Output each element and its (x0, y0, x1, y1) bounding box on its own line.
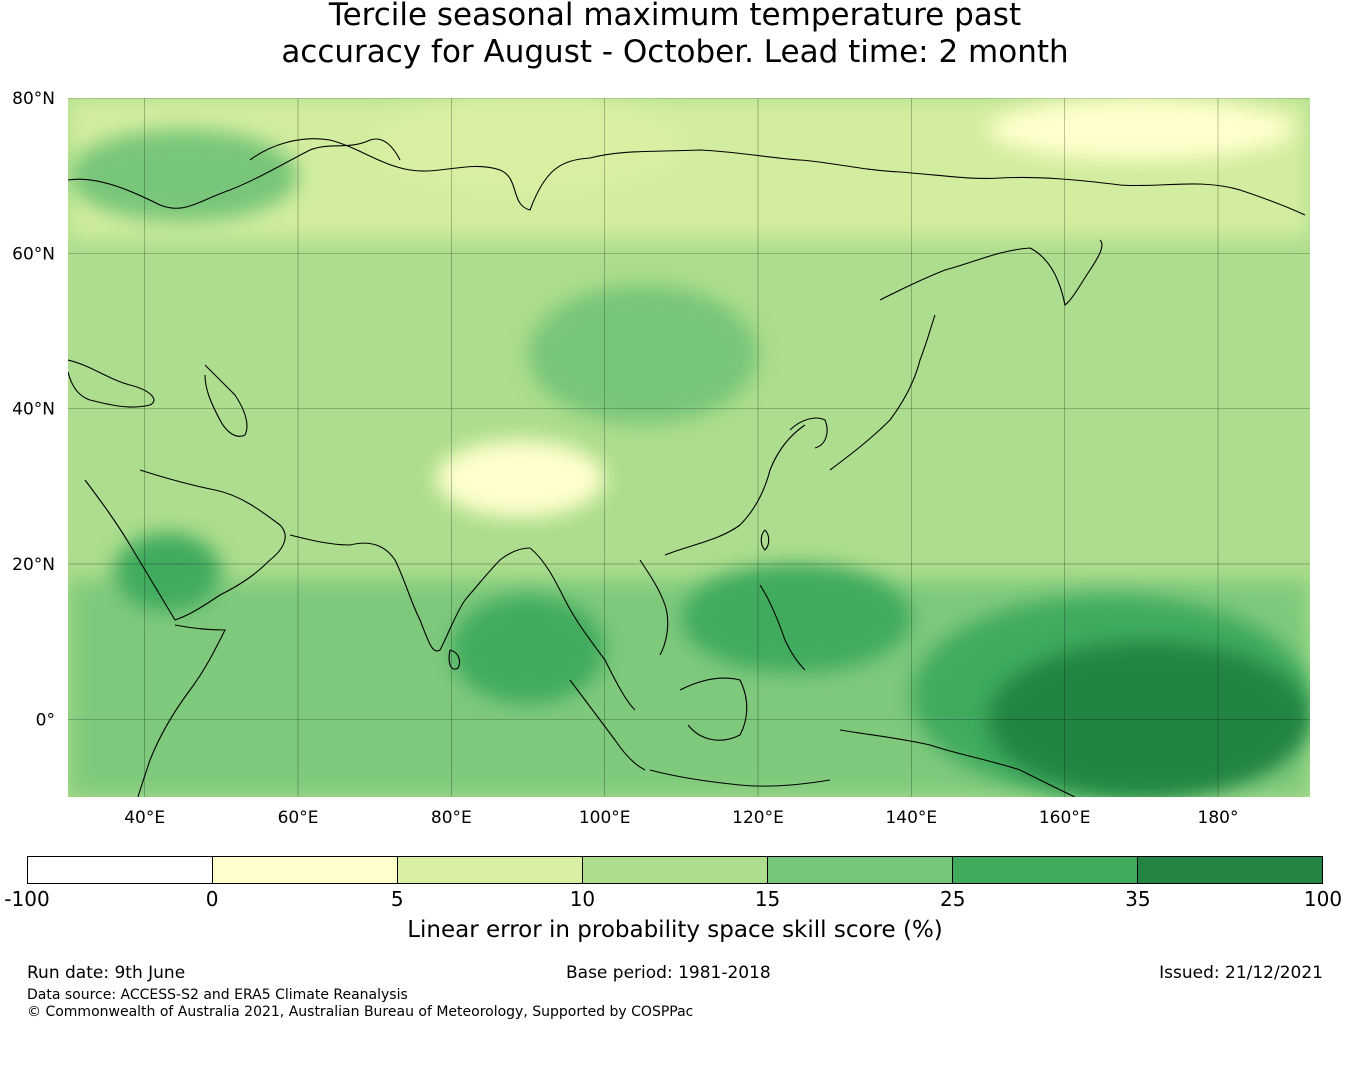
lat-label: 0° (36, 710, 55, 730)
map-title-line-1: Tercile seasonal maximum temperature pas… (328, 0, 1022, 33)
map-region-6 (451, 595, 605, 704)
lon-label: 100°E (579, 808, 631, 828)
colorbar-tick-label: 35 (1125, 887, 1151, 911)
colorbar (27, 856, 1323, 884)
map-region-2 (528, 284, 758, 425)
base-period: Base period: 1981-2018 (566, 963, 771, 983)
lon-label: 40°E (124, 808, 165, 828)
colorbar-tick-label: 0 (205, 887, 219, 911)
colorbar-segment (1138, 857, 1322, 883)
map-title-line-2: accuracy for August - October. Lead time… (281, 34, 1069, 70)
lat-label: 80°N (12, 89, 55, 109)
run-date: Run date: 9th June (27, 963, 186, 983)
map-region-1 (68, 129, 298, 223)
lon-label: 180° (1198, 808, 1239, 828)
map-region-5 (988, 641, 1310, 797)
colorbar-segment (953, 857, 1138, 883)
map-canvas: 80°N 60°N 40°N 20°N 0° 40°E 60°E 80°E 100°E 120°… (12, 89, 1310, 828)
skill-score-map: 80°N 60°N 40°N 20°N 0° 40°E 60°E 80°E 100°E 120°… (12, 89, 1310, 828)
colorbar-tick-label: 5 (390, 887, 404, 911)
colorbar-tick-label: -100 (4, 887, 50, 911)
colorbar-segment (768, 857, 953, 883)
lat-label: 40°N (12, 400, 55, 420)
lon-label: 120°E (732, 808, 784, 828)
colorbar-segment (583, 857, 768, 883)
colorbar-segment (28, 857, 213, 883)
colorbar-tick-label: 25 (939, 887, 966, 911)
lon-label: 60°E (278, 808, 319, 828)
map-region-3 (435, 439, 605, 518)
colorbar-tick-label: 15 (754, 887, 781, 911)
colorbar-tick-label: 100 (1303, 887, 1343, 911)
colorbar-label: Linear error in probability space skill … (407, 917, 943, 943)
colorbar-segment (398, 857, 583, 883)
colorbar-segment (213, 857, 398, 883)
lon-label: 160°E (1039, 808, 1091, 828)
copyright: © Commonwealth of Australia 2021, Austra… (27, 1004, 694, 1020)
issued-date: Issued: 21/12/2021 (1159, 963, 1323, 983)
lon-label: 140°E (885, 808, 937, 828)
map-region-8 (988, 98, 1295, 161)
data-source: Data source: ACCESS-S2 and ERA5 Climate … (27, 987, 408, 1003)
coastline (68, 138, 1306, 797)
map-gridlines (68, 98, 1310, 797)
map-region-0 (374, 98, 682, 192)
lat-label: 60°N (12, 244, 55, 264)
map-region-9 (114, 532, 222, 611)
map-region-7 (681, 564, 912, 673)
lat-label: 20°N (12, 555, 55, 575)
colorbar-tick-label: 10 (569, 887, 596, 911)
lon-label: 80°E (431, 808, 472, 828)
